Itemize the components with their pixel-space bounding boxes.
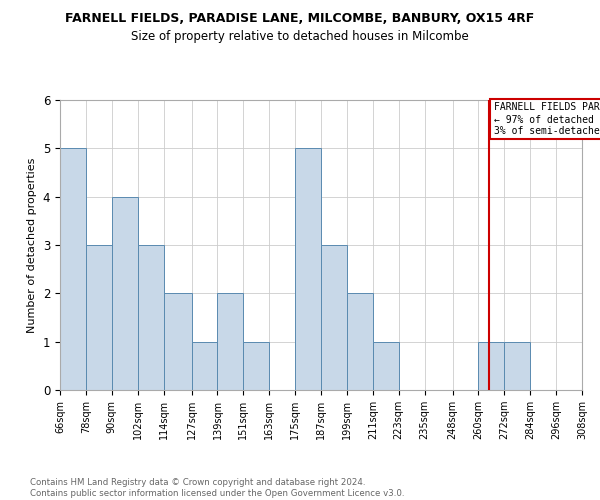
Text: FARNELL FIELDS, PARADISE LANE, MILCOMBE, BANBURY, OX15 4RF: FARNELL FIELDS, PARADISE LANE, MILCOMBE,…: [65, 12, 535, 26]
Text: FARNELL FIELDS PARADISE LANE: 265sqm
← 97% of detached houses are smaller (32)
3: FARNELL FIELDS PARADISE LANE: 265sqm ← 9…: [494, 102, 600, 136]
Bar: [244, 342, 269, 390]
Y-axis label: Number of detached properties: Number of detached properties: [27, 158, 37, 332]
Bar: [295, 148, 321, 390]
Bar: [164, 294, 191, 390]
Bar: [505, 342, 530, 390]
Bar: [60, 148, 86, 390]
Bar: [373, 342, 398, 390]
Bar: [582, 342, 600, 390]
Bar: [217, 294, 244, 390]
Bar: [478, 342, 505, 390]
Bar: [112, 196, 137, 390]
Bar: [347, 294, 373, 390]
Bar: [321, 245, 347, 390]
Text: Size of property relative to detached houses in Milcombe: Size of property relative to detached ho…: [131, 30, 469, 43]
Bar: [191, 342, 217, 390]
Bar: [137, 245, 164, 390]
Bar: [86, 245, 112, 390]
Text: Contains HM Land Registry data © Crown copyright and database right 2024.
Contai: Contains HM Land Registry data © Crown c…: [30, 478, 404, 498]
